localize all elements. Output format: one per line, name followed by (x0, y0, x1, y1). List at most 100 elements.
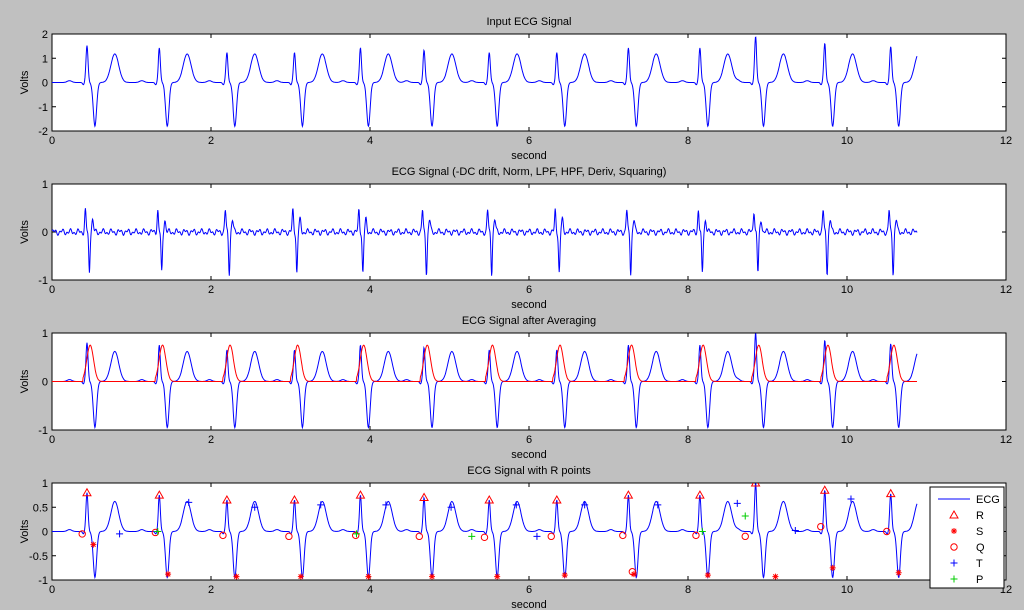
s-point-marker (772, 573, 779, 580)
p-point-marker (741, 512, 749, 520)
x-tick-label: 6 (526, 135, 532, 147)
y-tick-label: -1 (38, 425, 48, 437)
t-point-marker (733, 499, 741, 507)
r-point-marker (82, 487, 92, 497)
markers (78, 483, 902, 580)
x-tick-label: 0 (49, 584, 55, 596)
r-point-marker (695, 490, 705, 499)
r-point-marker (551, 494, 562, 504)
t-point-marker (317, 501, 325, 509)
q-point-marker (285, 532, 293, 541)
chart-title: ECG Signal (-DC drift, Norm, LPF, HPF, D… (392, 166, 667, 178)
s-point-marker (365, 573, 372, 580)
legend-label: S (976, 526, 983, 538)
x-tick-label: 10 (841, 584, 853, 596)
y-tick-label: 1 (42, 53, 48, 65)
ecg-series-line (52, 333, 918, 430)
legend-swatch-plus (950, 559, 958, 567)
x-tick-label: 8 (685, 434, 691, 446)
x-axis-label: second (511, 449, 546, 461)
t-point-marker (581, 501, 589, 509)
t-point-marker (512, 501, 520, 509)
q-point-marker (883, 527, 891, 536)
filtered-series-line (52, 208, 918, 276)
y-tick-label: -1 (38, 575, 48, 587)
x-tick-label: 8 (685, 135, 691, 147)
legend-swatch-circle (950, 543, 958, 551)
x-tick-label: 6 (526, 284, 532, 296)
x-tick-label: 10 (841, 434, 853, 446)
y-axis-label: Volts (19, 70, 31, 94)
p-point-marker (698, 528, 706, 535)
y-tick-label: 0 (42, 78, 48, 90)
t-point-marker (791, 527, 799, 535)
x-tick-label: 2 (208, 434, 214, 446)
t-point-marker (847, 495, 855, 503)
y-tick-label: 0 (42, 377, 48, 389)
legend-label: ECG (976, 494, 1000, 506)
q-point-marker (619, 531, 627, 540)
s-point-marker (561, 572, 568, 579)
t-point-marker (447, 503, 455, 511)
x-tick-label: 4 (367, 434, 373, 446)
y-tick-label: 1 (42, 478, 48, 490)
x-tick-label: 6 (526, 584, 532, 596)
x-tick-label: 0 (49, 135, 55, 147)
r-point-marker (154, 490, 165, 499)
r-point-marker (419, 492, 429, 502)
s-point-marker (704, 572, 711, 579)
t-point-marker (654, 501, 662, 509)
q-point-marker (692, 531, 700, 540)
q-point-marker (480, 533, 489, 542)
r-point-marker (222, 494, 232, 504)
x-tick-label: 6 (526, 434, 532, 446)
s-point-marker (90, 541, 97, 548)
x-tick-label: 4 (367, 135, 373, 147)
x-axis-label: second (511, 150, 546, 162)
y-axis-label: Volts (19, 220, 31, 244)
y-tick-label: 1 (42, 179, 48, 191)
r-point-marker (623, 490, 634, 499)
x-tick-label: 0 (49, 434, 55, 446)
y-tick-label: -1 (38, 275, 48, 287)
y-tick-label: 1 (42, 328, 48, 340)
x-tick-label: 2 (208, 284, 214, 296)
x-tick-label: 4 (367, 284, 373, 296)
r-point-marker (289, 494, 300, 504)
q-point-marker (817, 522, 825, 531)
t-point-marker (251, 503, 259, 511)
s-point-marker (233, 573, 240, 580)
t-point-marker (185, 498, 193, 506)
r-point-marker (750, 483, 761, 487)
legend-label: R (976, 510, 984, 522)
s-point-marker (829, 564, 836, 571)
p-point-marker (468, 532, 476, 540)
r-point-marker (484, 494, 495, 504)
p-point-marker (352, 530, 360, 538)
y-tick-label: -2 (38, 126, 48, 138)
t-point-marker (533, 532, 541, 540)
y-tick-label: -0.5 (29, 551, 48, 563)
legend-label: T (976, 558, 983, 570)
t-point-marker (382, 501, 390, 509)
chart-title: ECG Signal with R points (467, 465, 591, 477)
x-tick-label: 8 (685, 284, 691, 296)
s-point-marker (494, 573, 501, 580)
x-tick-label: 10 (841, 284, 853, 296)
chart-title: Input ECG Signal (487, 16, 572, 28)
legend-swatch-plus (950, 575, 958, 583)
s-point-marker (429, 573, 436, 580)
x-tick-label: 8 (685, 584, 691, 596)
y-tick-label: 0 (42, 527, 48, 539)
s-point-marker (895, 569, 902, 576)
q-point-marker (151, 528, 160, 537)
r-point-marker (819, 485, 830, 494)
y-axis-label: Volts (19, 519, 31, 543)
chart-title: ECG Signal after Averaging (462, 315, 596, 327)
s-point-marker (165, 571, 172, 578)
